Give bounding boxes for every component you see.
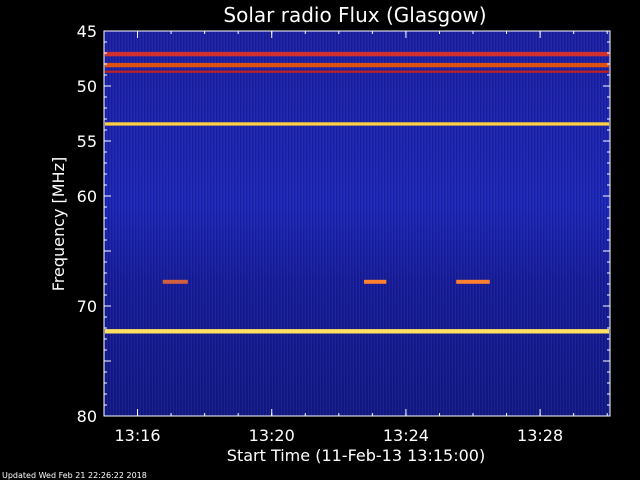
y-tick-label-80: 80 [77,407,97,426]
burst-1 [456,279,490,284]
spectrogram-texture [104,31,610,416]
burst-0 [363,279,387,284]
updated-timestamp: Updated Wed Feb 21 22:26:22 2018 [2,471,147,480]
emission-band-1 [105,62,609,68]
y-tick-label-70: 70 [77,297,97,316]
y-axis-label: Frequency [MHz] [49,157,68,291]
y-axis: 45 50 55 60 70 80 [77,22,610,426]
x-axis: 13:16 13:20 13:24 13:28 [114,31,608,445]
x-tick-label-13:24: 13:24 [383,426,429,445]
y-tick-label-60: 60 [77,187,97,206]
burst-2 [162,279,188,284]
plot-area [103,30,611,417]
x-tick-label-13:16: 13:16 [114,426,160,445]
emission-band-2 [105,70,609,73]
emission-bands [105,51,609,334]
sporadic-bursts [162,279,490,284]
x-axis-label: Start Time (11-Feb-13 13:15:00) [227,446,485,465]
plot-frame [103,30,611,417]
y-tick-label-50: 50 [77,77,97,96]
y-tick-label-45: 45 [77,22,97,41]
emission-band-0 [105,51,609,57]
x-tick-label-13:28: 13:28 [517,426,563,445]
chart-title: Solar radio Flux (Glasgow) [223,3,486,27]
x-tick-label-13:20: 13:20 [249,426,295,445]
y-tick-label-55: 55 [77,132,97,151]
emission-band-4 [105,329,609,334]
emission-band-3 [105,122,609,126]
